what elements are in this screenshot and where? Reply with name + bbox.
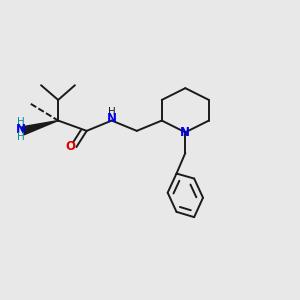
Text: H: H	[17, 132, 25, 142]
Text: H: H	[108, 107, 116, 117]
Polygon shape	[22, 121, 58, 135]
Text: H: H	[17, 117, 25, 127]
Text: N: N	[16, 123, 26, 136]
Text: N: N	[180, 126, 190, 140]
Text: O: O	[65, 140, 75, 153]
Text: N: N	[107, 112, 117, 125]
